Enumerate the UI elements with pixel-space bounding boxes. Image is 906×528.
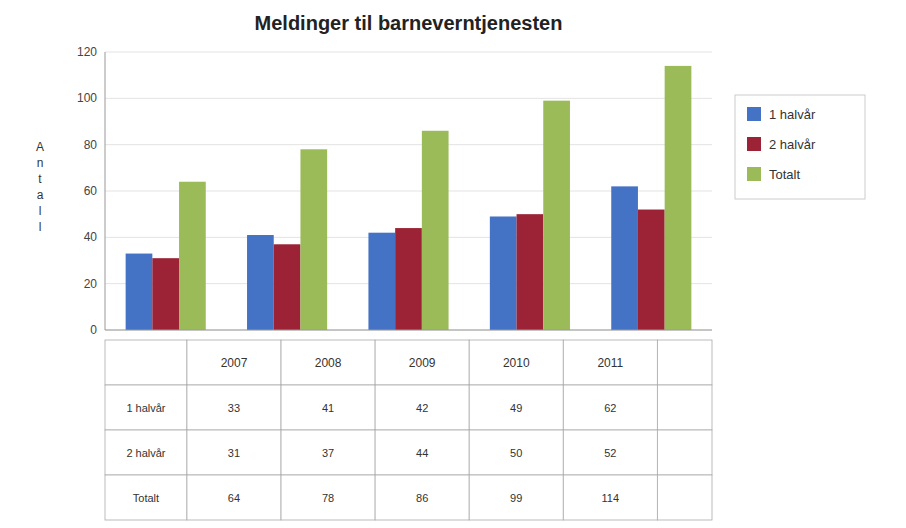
table-cell [375,340,469,385]
bar [395,228,422,330]
table-cell [281,430,375,475]
table-row-label: Totalt [133,492,159,504]
table-cell [187,340,281,385]
bar [152,258,179,330]
legend-label: Totalt [769,167,800,182]
table-cell [281,385,375,430]
table-cell [563,430,657,475]
bar [517,214,544,330]
table-value: 31 [228,447,240,459]
table-cell [105,340,187,385]
y-axis-label-char: t [38,172,42,186]
table-cell [563,340,657,385]
table-value: 52 [604,447,616,459]
bar [126,254,153,330]
table-cell [375,430,469,475]
table-row-label: 1 halvår [126,402,165,414]
table-value: 64 [228,492,240,504]
table-value: 41 [322,402,334,414]
bar [543,101,570,330]
table-cell [281,340,375,385]
table-cell [469,385,563,430]
x-axis-line [105,330,712,331]
y-tick-label: 100 [77,91,97,105]
table-row-label: 2 halvår [126,447,165,459]
table-value: 114 [602,492,620,504]
table-cell [563,475,657,520]
legend: 1 halvår 2 halvår Totalt [735,95,865,199]
title: Meldinger til barneverntjenesten [255,12,563,34]
table-cell [469,340,563,385]
bar [665,66,692,330]
table-cell [105,385,187,430]
y-tick-label: 0 [90,323,97,337]
grid-line [105,144,712,145]
table-cell [375,475,469,520]
bar [247,235,274,330]
y-axis-label-char: A [36,140,44,154]
y-axis-label-char: l [39,220,42,234]
x-tick-label: 2007 [221,356,248,370]
chart-root: Meldinger til barneverntjenesten 0 20 40 60 8… [0,0,906,528]
table-cell [281,475,375,520]
table-cell [187,475,281,520]
table-cell [657,340,712,385]
bar [490,216,517,330]
grid-line [105,52,712,53]
table-cell [469,430,563,475]
bar [300,149,327,330]
bar [274,244,301,330]
table-value: 50 [510,447,522,459]
data-table: 2007 2008 2009 2010 2011 1 halvår 33 41 42 49 62 2 … [105,340,712,520]
y-axis-label: Antall [36,140,44,234]
legend-box [735,95,865,199]
bar [179,182,206,330]
bar [611,186,638,330]
bars [126,66,692,330]
table-cell [187,430,281,475]
bar [422,131,449,330]
table-value: 42 [416,402,428,414]
x-tick-label: 2008 [315,356,342,370]
y-tick-label: 120 [77,45,97,59]
table-value: 49 [510,402,522,414]
table-value: 62 [604,402,616,414]
legend-swatch [747,167,761,181]
table-value: 86 [416,492,428,504]
x-tick-label: 2010 [503,356,530,370]
y-axis-label-char: n [37,156,44,170]
table-cell [375,385,469,430]
legend-label: 1 halvår [769,107,816,122]
y-tick-label: 40 [84,230,98,244]
grid-line [105,330,712,331]
table-value: 44 [416,447,428,459]
y-tick-label: 60 [84,184,98,198]
y-axis-label-char: a [37,188,44,202]
table-cell [657,430,712,475]
table-value: 33 [228,402,240,414]
bar [368,233,395,330]
table-cell [105,430,187,475]
table-cell [469,475,563,520]
table-cell [105,475,187,520]
grid-line [105,98,712,99]
table-cell [657,475,712,520]
y-tick-label: 20 [84,277,98,291]
table-value: 37 [322,447,334,459]
legend-swatch [747,107,761,121]
y-tick-label: 80 [84,138,98,152]
table-cell [657,385,712,430]
y-axis-label-char: l [39,204,42,218]
table-value: 99 [510,492,522,504]
bar [638,210,665,330]
y-axis-line [105,52,106,330]
legend-swatch [747,137,761,151]
grid [105,52,712,330]
table-value: 78 [322,492,334,504]
legend-label: 2 halvår [769,137,816,152]
table-cell [563,385,657,430]
table-cell [187,385,281,430]
x-tick-label: 2009 [409,356,436,370]
x-tick-label: 2011 [597,356,623,370]
